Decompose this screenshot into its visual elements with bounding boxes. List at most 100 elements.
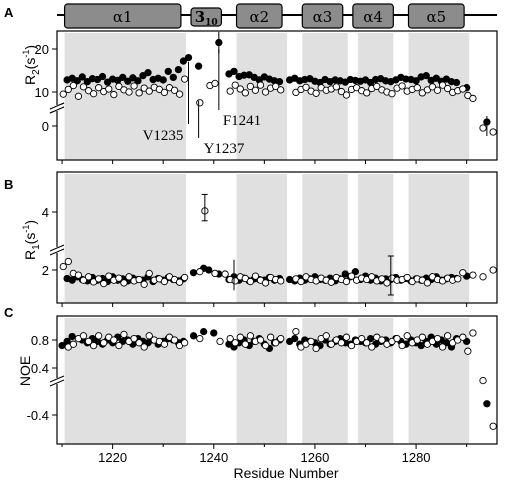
plot-frame [56, 171, 498, 304]
data-point-open [74, 92, 83, 100]
data-point-open [469, 329, 477, 337]
data-point-open [130, 82, 138, 90]
data-point-filled [291, 334, 299, 343]
data-point-open [140, 280, 148, 288]
data-point-open [135, 275, 143, 284]
helix-shade-1 [64, 33, 186, 160]
data-point-open [327, 278, 335, 286]
panel-c-noe: 0.8 0.4 -0.4 1220 1240 1260 1280 [27, 315, 498, 465]
ylabel-noe: NOE [17, 356, 33, 386]
data-point-open [196, 268, 204, 276]
data-point-filled [98, 72, 107, 81]
data-point-open [115, 341, 123, 350]
data-point-open [95, 84, 103, 92]
data-point-open [428, 83, 437, 91]
data-point-open [459, 333, 467, 341]
x-tick-label: 1260 [300, 450, 329, 465]
data-point-open [277, 86, 285, 94]
data-point-open [211, 269, 219, 278]
data-point-open [342, 277, 351, 286]
data-point-open [272, 82, 280, 91]
data-point-open [64, 85, 72, 94]
data-point-open [120, 279, 128, 287]
secondary-structure-track: α1 310 α2 α3 α4 α5 [57, 3, 497, 29]
data-point-open [145, 87, 153, 95]
data-point-open [363, 339, 371, 347]
data-point-open [292, 327, 300, 336]
data-point-open [378, 275, 386, 283]
data-point-open [241, 89, 249, 97]
data-point-open [115, 274, 123, 282]
data-point-open [120, 330, 128, 339]
y-tick-label: 4 [42, 205, 49, 220]
data-point-open [170, 336, 179, 344]
data-point-open [489, 422, 497, 430]
data-point-open [100, 339, 108, 347]
data-point-open [211, 79, 219, 88]
data-point-open [347, 341, 356, 350]
data-point-open [454, 275, 462, 283]
helix-box-1 [63, 3, 182, 29]
data-point-open [368, 273, 376, 281]
data-point-open [373, 82, 381, 91]
data-point-open [69, 340, 78, 348]
data-point-open [180, 339, 189, 347]
data-point-open [89, 341, 98, 350]
data-point-open [438, 343, 447, 351]
panel-a-r2: 20 10 0 [35, 30, 498, 164]
data-point-open [256, 336, 265, 344]
data-point-open [145, 269, 153, 278]
helix-label-4: α3 [313, 8, 333, 26]
data-point-open [438, 81, 447, 89]
data-point-open [261, 88, 270, 96]
axis-break-mark [49, 379, 65, 387]
data-point-open [423, 279, 432, 287]
data-point-open [236, 333, 244, 341]
data-point-open [95, 275, 103, 283]
y-tick-label: 2 [42, 263, 49, 278]
helix-box-6 [407, 3, 465, 29]
data-point-open [393, 334, 401, 343]
data-point-filled [483, 400, 491, 408]
data-point-open [363, 89, 371, 97]
data-point-open [196, 334, 204, 343]
helix-label-2: 310 [195, 8, 218, 28]
axis-break-mark [49, 248, 65, 256]
data-point-open [69, 81, 78, 90]
data-point-open [226, 87, 234, 95]
data-point-filled [159, 76, 167, 84]
data-point-open [100, 279, 108, 288]
data-point-open [59, 262, 67, 271]
data-point-open [342, 333, 351, 341]
panel-b-r1: 42 [42, 171, 498, 307]
helix-box-4 [301, 3, 344, 29]
data-point-open [357, 334, 366, 343]
y-tick-label: 10 [35, 85, 49, 100]
data-point-open [160, 88, 169, 97]
y-tick-label: 20 [35, 42, 49, 57]
data-point-open [347, 272, 356, 280]
y-tick-label: -0.4 [27, 408, 49, 423]
data-point-open [226, 334, 234, 343]
data-point-open [418, 333, 426, 341]
data-point-open [251, 272, 260, 280]
data-point-open [180, 75, 189, 83]
data-point-open [95, 332, 103, 340]
data-point-open [277, 277, 285, 285]
data-point-filled [189, 332, 198, 340]
data-point-open [443, 332, 452, 340]
annotation-f1241: F1241 [223, 113, 261, 129]
data-point-open [221, 270, 229, 278]
data-point-open [479, 124, 487, 132]
helix-shade-3 [302, 33, 348, 160]
data-point-open [110, 336, 118, 344]
data-point-filled [200, 327, 208, 336]
data-point-filled [422, 72, 430, 80]
data-point-open [115, 82, 123, 91]
data-point-open [256, 81, 265, 89]
panel-letter-b: B [4, 177, 13, 192]
axis-break-mark [49, 106, 65, 114]
data-point-open [79, 276, 88, 284]
data-point-open [125, 88, 133, 96]
data-point-open [125, 273, 133, 281]
